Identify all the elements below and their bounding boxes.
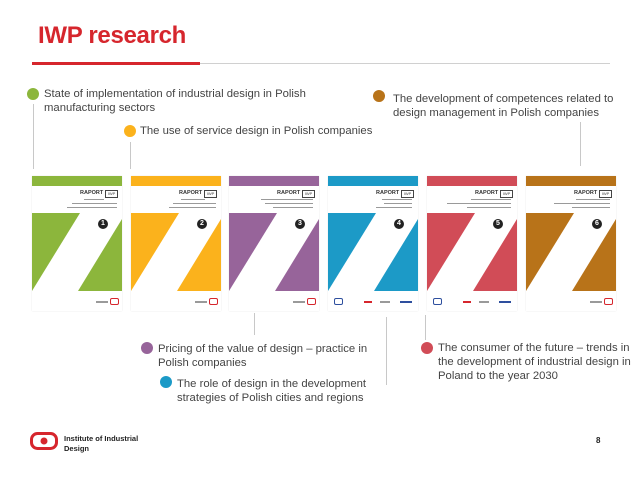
page-number: 8 [596,436,601,445]
cover-heading: RAPORT [80,190,104,196]
green-bullet-dot [27,88,39,100]
cover-badge: IWP [599,190,612,198]
cover-heading: RAPORT [574,190,598,196]
cover-number: 6 [592,219,602,229]
connector-line-red [425,315,426,340]
cover-heading: RAPORT [179,190,203,196]
cover-graphic [131,213,221,291]
cover-logo-icon [307,298,316,305]
label-yellow-report: The use of service design in Polish comp… [140,125,373,137]
iwp-logo-icon [30,432,58,450]
label-brown-report: The development of competences related t… [393,93,614,119]
cover-badge: IWP [500,190,513,198]
purple-bullet-dot [141,342,153,354]
cover-number: 4 [394,219,404,229]
cover-number: 3 [295,219,305,229]
cover-graphic [526,213,616,291]
report-cover-1: RAPORT IWP 1 [32,176,122,311]
connector-line-purple [254,313,255,335]
red-bullet-dot [421,342,433,354]
connector-line-yellow [130,142,131,169]
blue-bullet-dot [160,376,172,388]
connector-line-brown [580,122,581,166]
institute-name-line1: Institute of Industrial [64,434,139,443]
cover-graphic [427,213,517,291]
cover-logo-icon [110,298,119,305]
connector-line-blue [386,317,387,385]
report-cover-4: RAPORT IWP 4 [328,176,418,311]
cover-number: 2 [197,219,207,229]
report-cover-6: RAPORT IWP 6 [526,176,616,311]
cover-heading: RAPORT [475,190,499,196]
cover-badge: IWP [401,190,414,198]
cover-number: 5 [493,219,503,229]
cover-heading: RAPORT [376,190,400,196]
cover-graphic [32,213,122,291]
label-green-report: State of implementation of industrial de… [44,88,306,114]
slide-title: IWP research [38,22,187,49]
cover-badge: IWP [302,190,315,198]
brown-bullet-dot [373,90,385,102]
label-purple-report: Pricing of the value of design – practic… [158,343,368,369]
institute-name: Institute of Industrial Design [64,434,138,454]
cover-logo-icon [209,298,218,305]
label-red-report: The consumer of the future – trends in t… [438,342,631,382]
cover-logo-icon [433,298,442,305]
cover-badge: IWP [105,190,118,198]
cover-heading: RAPORT [277,190,301,196]
report-cover-2: RAPORT IWP 2 [131,176,221,311]
connector-line-green [33,104,34,169]
institute-name-line2: Design [64,444,90,453]
cover-graphic [328,213,418,291]
title-underline [32,62,200,65]
label-blue-report: The role of design in the development st… [177,378,367,404]
cover-number: 1 [98,219,108,229]
title-divider [200,63,610,64]
cover-graphic [229,213,319,291]
yellow-bullet-dot [124,125,136,137]
cover-logo-icon [604,298,613,305]
cover-badge: IWP [204,190,217,198]
report-cover-5: RAPORT IWP 5 [427,176,517,311]
report-cover-3: RAPORT IWP 3 [229,176,319,311]
cover-logo-icon [334,298,343,305]
